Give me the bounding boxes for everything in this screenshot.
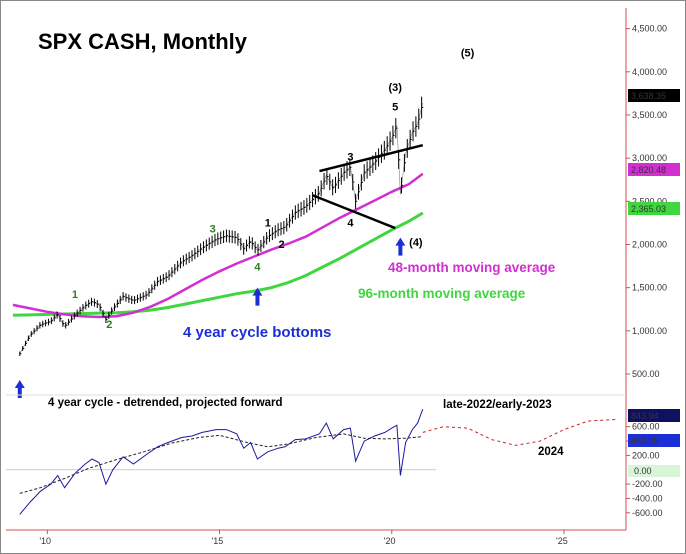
ma48-annotation: 48-month moving average bbox=[388, 260, 556, 275]
ma96-label-text: 2,365.03 bbox=[631, 204, 666, 214]
ma48-label-text: 2,820.48 bbox=[631, 165, 666, 175]
wave-label: 5 bbox=[392, 102, 398, 114]
xtick-label: '25 bbox=[556, 536, 568, 546]
lower-value-label-2-bg bbox=[628, 434, 680, 447]
price-line bbox=[19, 102, 424, 354]
cycle-bottom-arrow bbox=[395, 237, 406, 256]
price-label-text: 3,638.35 bbox=[631, 91, 666, 101]
upper-ytick-label: 1,500.00 bbox=[632, 283, 667, 293]
lower-zero-label-bg bbox=[628, 465, 680, 477]
wave-label: (3) bbox=[388, 82, 402, 94]
cycle-bottom-arrow bbox=[14, 380, 25, 399]
lower-value-label-1-text: 843.94 bbox=[631, 411, 659, 421]
projected-cycle-line bbox=[422, 419, 616, 446]
lower-zero-label: 0.00 bbox=[628, 465, 680, 477]
lower-panel bbox=[6, 409, 616, 515]
wave-label: 4 bbox=[347, 217, 354, 229]
ma96-label-bg bbox=[628, 202, 680, 215]
trendline bbox=[312, 194, 396, 230]
xtick-label: '10 bbox=[39, 536, 51, 546]
wave-label: 3 bbox=[210, 223, 216, 235]
lower-value-label-1-bg bbox=[628, 409, 680, 422]
smoothed-cycle-line bbox=[19, 433, 423, 494]
wave-label: 1 bbox=[72, 289, 78, 301]
upper-ytick-label: 4,000.00 bbox=[632, 67, 667, 77]
ma96-line bbox=[12, 211, 424, 317]
lower-panel-label: 4 year cycle - detrended, projected forw… bbox=[48, 397, 283, 409]
upper-ytick-label: 2,000.00 bbox=[632, 239, 667, 249]
wave-label: 2 bbox=[106, 319, 112, 331]
wave-label: 4 bbox=[254, 261, 261, 273]
wave-label: (5) bbox=[461, 47, 475, 59]
upper-ytick-label: 4,500.00 bbox=[632, 24, 667, 34]
upper-ytick-label: 3,500.00 bbox=[632, 110, 667, 120]
wave-label: (4) bbox=[409, 237, 423, 249]
lower-zero-label-text: 0.00 bbox=[634, 466, 652, 476]
lower-value-label-2: 462.09 bbox=[628, 434, 680, 447]
wave-label: 1 bbox=[265, 217, 271, 229]
xtick-label: '15 bbox=[212, 536, 224, 546]
chart-title: SPX CASH, Monthly bbox=[38, 29, 248, 54]
projection-label-2024: 2024 bbox=[538, 446, 564, 458]
upper-ytick-label: 500.00 bbox=[632, 369, 660, 379]
ma48-line bbox=[12, 172, 424, 319]
lower-ytick-label: 200.00 bbox=[632, 450, 660, 460]
lower-value-label-1: 843.94 bbox=[628, 409, 680, 422]
detrended-cycle-line bbox=[19, 409, 424, 515]
lower-ytick-label: 600.00 bbox=[632, 422, 660, 432]
lower-ytick-label: -400.00 bbox=[632, 493, 663, 503]
ma96-label-box: 2,365.03 bbox=[628, 202, 680, 215]
ma48-label-box: 2,820.48 bbox=[628, 163, 680, 176]
upper-ytick-label: 2,500.00 bbox=[632, 196, 667, 206]
ma96-annotation: 96-month moving average bbox=[358, 286, 526, 301]
xtick-label: '20 bbox=[384, 536, 396, 546]
lower-ytick-label: -600.00 bbox=[632, 508, 663, 518]
trendline bbox=[319, 143, 424, 173]
wave-label: 3 bbox=[347, 152, 353, 164]
wave-label: 2 bbox=[278, 239, 284, 251]
lower-value-label-2-text: 462.09 bbox=[631, 436, 659, 446]
cycle-bottoms-annotation: 4 year cycle bottoms bbox=[183, 324, 331, 341]
projection-label-late-2022: late-2022/early-2023 bbox=[443, 399, 552, 411]
price-label-bg bbox=[628, 89, 680, 102]
cycle-bottom-arrow bbox=[252, 287, 263, 306]
lower-ytick-label: -200.00 bbox=[632, 479, 663, 489]
ma48-label-bg bbox=[628, 163, 680, 176]
upper-ytick-label: 1,000.00 bbox=[632, 326, 667, 336]
price-label-box: 3,638.35 bbox=[628, 89, 680, 102]
upper-ytick-label: 3,000.00 bbox=[632, 153, 667, 163]
